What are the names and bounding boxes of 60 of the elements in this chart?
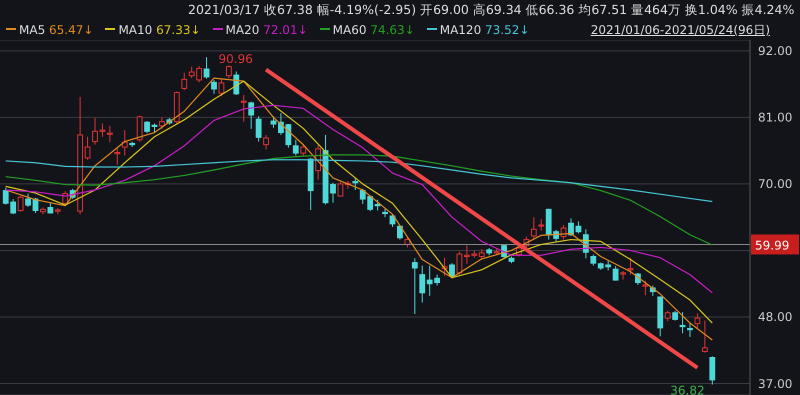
annotation: 36.82	[670, 384, 705, 395]
chart-subtitle: 2021/01/06-2021/05/24(96日)	[590, 22, 770, 39]
candlestick	[628, 257, 634, 276]
y-tick-label: 92.00	[758, 44, 792, 58]
legend-label: MA60	[332, 23, 368, 37]
y-tick-label: 81.00	[758, 110, 792, 125]
candlestick	[181, 72, 188, 91]
candlestick	[226, 64, 232, 79]
candlestick	[694, 312, 700, 328]
legend-label: MA120	[440, 23, 482, 37]
candlestick	[687, 322, 693, 338]
candlestick	[478, 248, 485, 260]
line-series	[5, 154, 713, 246]
candlestick	[211, 79, 217, 94]
line-series	[5, 159, 713, 202]
candlestick	[605, 260, 612, 271]
candlestick	[106, 125, 113, 143]
candlestick	[218, 78, 224, 97]
candlestick	[2, 187, 9, 205]
candlestick	[680, 312, 686, 334]
candlestick	[159, 116, 165, 130]
candlestick	[292, 139, 299, 156]
candlestick	[664, 310, 671, 322]
candlestick	[263, 134, 269, 150]
candlestick	[419, 265, 426, 303]
text: 72.01↓	[263, 23, 308, 37]
y-tick-label: 70.00	[758, 177, 792, 192]
candlestick	[352, 177, 358, 190]
candlestick	[612, 266, 619, 282]
text: 65.47↓	[49, 23, 94, 37]
candlestick	[530, 216, 537, 240]
candlestick	[538, 218, 544, 232]
candlestick	[18, 196, 24, 212]
candlestick	[702, 320, 708, 354]
candlestick	[390, 214, 396, 228]
candlestick	[397, 224, 403, 240]
text: 67.33↓	[156, 23, 201, 37]
legend-label: MA5	[19, 23, 46, 37]
candlestick	[412, 258, 418, 314]
candlestick	[560, 224, 566, 240]
chart-title: 2021/03/17 收67.38 幅-4.19%(-2.95) 开69.00 高69.34 低66.36 均67.51 量464万 换1.04% 振4.24%	[187, 1, 796, 19]
y-tick-label: 48.00	[758, 310, 792, 324]
candlestick	[672, 310, 678, 322]
candlestick	[300, 144, 306, 156]
candlestick	[136, 115, 143, 142]
text: 73.52↓	[485, 23, 530, 37]
legend-label: MA10	[118, 23, 154, 37]
ref-line-label: 59.99	[755, 238, 790, 252]
candlestick	[709, 356, 716, 386]
candlestick	[204, 56, 210, 80]
annotation: 90.96	[218, 52, 253, 66]
candlestick	[114, 148, 120, 166]
candlestick	[590, 254, 596, 266]
candlestick	[449, 262, 455, 279]
candlestick	[256, 116, 262, 142]
candlestick	[240, 94, 247, 122]
legend-label: MA20	[226, 23, 260, 37]
candlestick	[10, 198, 16, 215]
text: 74.63↓	[370, 23, 415, 37]
y-tick-label: 37.00	[758, 376, 792, 391]
